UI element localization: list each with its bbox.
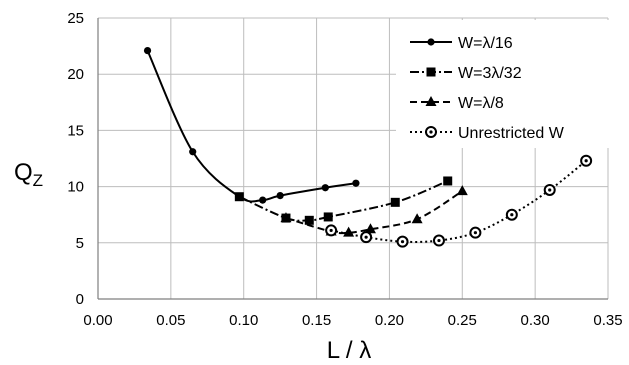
y-tick-label-3: 15	[67, 122, 84, 139]
series-0-point-4	[276, 191, 284, 200]
series-3-point-4-center	[473, 231, 477, 235]
series-3-point-3-center	[437, 238, 441, 243]
series-3	[325, 154, 593, 248]
x-tick-label-7: 0.35	[593, 312, 622, 329]
legend-label-1: W=3λ/32	[458, 65, 522, 82]
series-0-point-6	[352, 179, 360, 187]
x-tick-label-4: 0.20	[375, 312, 404, 329]
grid-lines	[97, 17, 609, 300]
y-axis-title-main: Q	[14, 159, 33, 186]
series-2-point-4	[411, 213, 423, 224]
series-3-point-2-center	[400, 240, 405, 244]
legend: W=λ/16 W=3λ/32 W=λ/8 Unrestricted W	[396, 20, 622, 148]
x-tick-label-1: 0.05	[156, 312, 185, 329]
y-tick-label-1: 5	[76, 235, 84, 252]
series-1-point-2	[304, 215, 314, 225]
tick-labels: 0.00 0.05 0.10 0.15 0.20 0.25 0.30 0.35 0 5 10 15 20…	[67, 10, 622, 329]
series-1-point-0	[234, 192, 244, 202]
x-tick-label-5: 0.25	[448, 312, 477, 329]
series-3-point-5-center	[510, 213, 514, 217]
series-1-point-4	[390, 197, 400, 207]
y-tick-label-5: 25	[67, 10, 84, 27]
legend-marker-2	[425, 96, 437, 106]
y-tick-label-4: 20	[67, 66, 84, 83]
x-tick-label-3: 0.15	[302, 312, 331, 329]
legend-label-3: Unrestricted W	[458, 125, 565, 142]
legend-marker-1	[426, 67, 436, 77]
x-tick-label-2: 0.10	[229, 312, 258, 329]
legend-marker-0	[427, 38, 435, 46]
series-3-point-0-center	[329, 228, 333, 233]
x-tick-label-6: 0.30	[521, 312, 550, 329]
y-tick-label-2: 10	[67, 179, 84, 196]
y-tick-label-0: 0	[76, 291, 84, 308]
series-2-point-3	[364, 223, 376, 234]
legend-marker-3-center	[429, 130, 433, 134]
series-group	[143, 46, 593, 248]
series-0-point-5	[321, 184, 329, 192]
y-axis-title-subscript: Z	[33, 171, 43, 190]
x-tick-label-0: 0.00	[83, 312, 112, 329]
axes	[97, 18, 608, 300]
series-0-point-0	[143, 46, 152, 55]
series-2-point-5	[456, 185, 468, 196]
series-0-point-3	[259, 196, 267, 204]
series-3-point-7-center	[584, 159, 588, 163]
series-3-point-1-center	[364, 235, 368, 239]
legend-label-2: W=λ/8	[458, 95, 504, 112]
series-2-point-0	[280, 212, 292, 223]
x-axis-title: L / λ	[327, 337, 371, 364]
series-1-point-3	[323, 212, 333, 222]
y-axis-title: QZ	[14, 159, 43, 190]
series-0-point-1	[189, 148, 197, 156]
series-3-point-6-center	[548, 188, 552, 192]
legend-label-0: W=λ/16	[458, 35, 513, 52]
series-1-point-5	[443, 176, 453, 186]
